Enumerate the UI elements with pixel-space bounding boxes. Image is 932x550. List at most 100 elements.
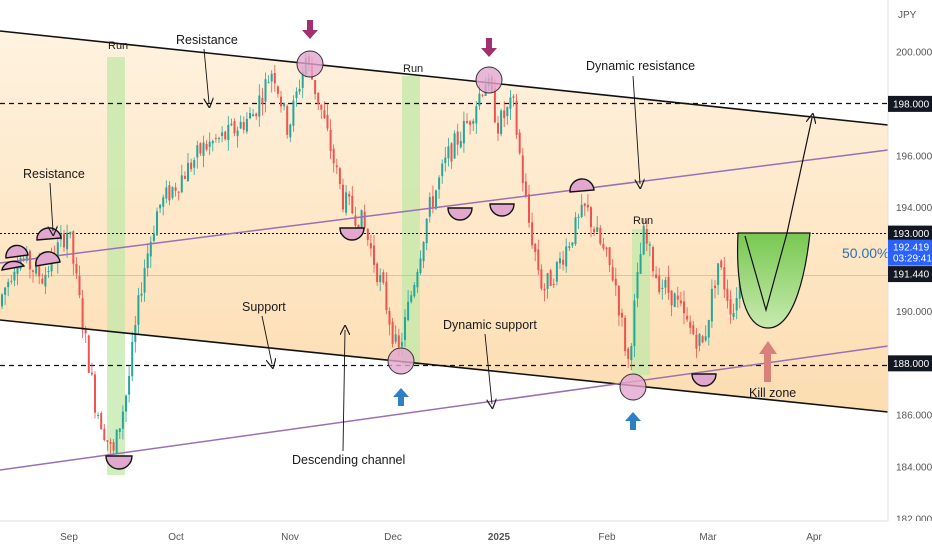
candle-body xyxy=(16,266,19,274)
candle-body xyxy=(342,184,344,210)
candle-body xyxy=(47,270,50,273)
candle-body xyxy=(106,440,109,442)
candle-body xyxy=(617,286,620,316)
candle-body xyxy=(276,86,279,94)
x-tick-label: Nov xyxy=(281,532,299,543)
dynamic-resistance-pointer xyxy=(632,75,640,184)
label-resistance-left: Resistance xyxy=(23,167,85,181)
signal-arrows xyxy=(302,20,777,430)
candle-body xyxy=(664,279,667,288)
candle-body xyxy=(518,132,521,154)
candle-body xyxy=(627,348,630,360)
label-resistance-top: Resistance xyxy=(176,33,238,47)
touch-circle-dec-top xyxy=(475,66,503,94)
candle-body xyxy=(261,97,264,104)
price-tag-label: 191.440 xyxy=(893,270,930,281)
candle-body xyxy=(94,374,96,413)
candle-body xyxy=(593,228,596,233)
candle-body xyxy=(75,263,78,274)
candle-body xyxy=(717,263,720,285)
x-tick-label: 2025 xyxy=(488,532,511,543)
label-dynamic-resistance: Dynamic resistance xyxy=(586,59,695,73)
candle-body xyxy=(125,395,127,412)
x-tick-label: Feb xyxy=(598,532,616,543)
candle-body xyxy=(326,114,329,129)
candle-body xyxy=(187,162,189,182)
candle-body xyxy=(534,243,537,253)
candle-body xyxy=(686,315,689,320)
candle-body xyxy=(283,103,286,107)
price-tag-countdown: 03:29:41 xyxy=(893,254,932,265)
candle-body xyxy=(221,132,224,137)
candle-body xyxy=(652,247,654,272)
candle-body xyxy=(590,207,592,228)
candle-body xyxy=(63,233,65,248)
candle-body xyxy=(103,428,106,441)
candle-body xyxy=(351,195,354,214)
candle-body xyxy=(714,285,716,288)
price-tag-label: 192.419 xyxy=(893,243,930,254)
y-tick-label: 184.000 xyxy=(896,463,932,474)
candle-body xyxy=(571,242,574,246)
channel-top-line xyxy=(0,30,889,126)
candle-body xyxy=(707,319,710,338)
label-support: Support xyxy=(242,300,286,314)
candle-body xyxy=(397,335,400,348)
candle-body xyxy=(13,271,16,281)
candle-body xyxy=(236,130,239,137)
y-tick-label: 186.000 xyxy=(896,411,932,422)
candle-body xyxy=(273,73,276,84)
annotation-pointers xyxy=(50,48,640,452)
candle-body xyxy=(205,143,208,150)
candle-body xyxy=(354,215,357,226)
candle-body xyxy=(345,192,348,213)
candle-body xyxy=(425,218,428,244)
candle-body xyxy=(431,196,434,208)
candle-body xyxy=(453,133,456,159)
candle-body xyxy=(174,187,177,191)
label-descending-channel: Descending channel xyxy=(292,453,405,467)
candle-body xyxy=(35,262,38,274)
candle-body xyxy=(701,336,704,343)
candle-body xyxy=(388,310,391,325)
support-pointer xyxy=(261,315,272,364)
touch-arc-4 xyxy=(5,244,29,259)
candle-body xyxy=(267,82,270,84)
candle-body xyxy=(270,73,273,82)
x-tick-label: Oct xyxy=(168,532,184,543)
candle-body xyxy=(69,231,72,235)
candle-body xyxy=(552,284,555,286)
candle-body xyxy=(121,411,124,429)
candle-body xyxy=(1,294,3,307)
candle-body xyxy=(385,281,388,311)
candle-body xyxy=(546,273,549,289)
dynamic-resistance-line xyxy=(0,149,889,264)
candle-body xyxy=(28,250,31,270)
candle-body xyxy=(249,112,251,119)
candle-body xyxy=(509,97,512,109)
candle-body xyxy=(540,269,543,289)
touch-circle-nov-top xyxy=(296,50,324,78)
candle-body xyxy=(642,225,645,255)
candle-body xyxy=(639,254,642,274)
candle-body xyxy=(419,258,422,273)
candle-body xyxy=(255,113,258,117)
candle-body xyxy=(444,157,447,164)
candle-body xyxy=(559,258,561,264)
candle-body xyxy=(521,155,524,184)
candle-body xyxy=(410,295,413,302)
candle-body xyxy=(565,246,568,267)
candle-body xyxy=(407,301,410,321)
candle-body xyxy=(152,233,155,241)
y-tick-label: 194.000 xyxy=(896,203,932,214)
dynamic-support-line xyxy=(0,345,889,471)
candle-body xyxy=(227,124,230,140)
projection xyxy=(737,118,812,329)
y-tick-label: 182.000 xyxy=(896,515,932,526)
candle-body xyxy=(289,124,292,138)
candle-body xyxy=(90,372,93,375)
candle-body xyxy=(301,72,304,89)
up-arrow-2 xyxy=(625,412,641,430)
candle-body xyxy=(357,224,360,230)
